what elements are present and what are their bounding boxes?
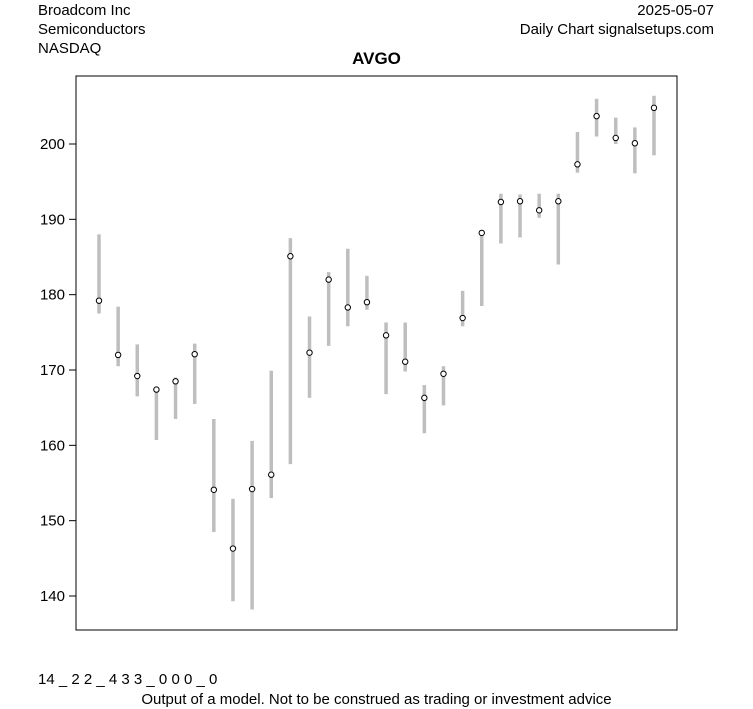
close-point: [382, 332, 390, 339]
close-point: [421, 394, 428, 402]
close-point: [153, 386, 160, 393]
model-code: 14 _ 2 2 _ 4 3 3 _ 0 0 0 _ 0: [38, 671, 218, 688]
close-point: [593, 112, 600, 120]
y-tick-label: 140: [40, 588, 65, 605]
close-point: [363, 299, 371, 306]
close-point: [210, 486, 218, 493]
close-point: [134, 372, 141, 380]
y-axis: 140 150 160 170 180 190 200: [40, 136, 76, 605]
chart-date: 2025-05-07: [637, 2, 714, 19]
close-point: [459, 314, 466, 322]
close-point: [497, 198, 505, 206]
close-point: [612, 134, 619, 142]
close-point: [95, 297, 103, 304]
close-point: [555, 198, 562, 205]
chart-title: AVGO: [352, 49, 401, 68]
price-marks: [95, 95, 658, 610]
close-point: [191, 350, 198, 358]
disclaimer: Output of a model. Not to be construed a…: [141, 691, 612, 708]
close-point: [478, 229, 485, 237]
close-point: [574, 161, 581, 168]
company-name: Broadcom Inc: [38, 2, 131, 19]
y-tick-label: 160: [40, 437, 65, 454]
close-point: [248, 485, 256, 493]
close-point: [440, 370, 447, 377]
close-point: [402, 358, 409, 365]
close-point: [516, 198, 524, 205]
close-point: [172, 378, 179, 385]
close-point: [631, 140, 639, 147]
close-point: [344, 304, 351, 311]
close-point: [114, 351, 122, 359]
y-tick-label: 180: [40, 287, 65, 304]
y-tick-label: 190: [40, 211, 65, 228]
close-point: [650, 104, 658, 112]
exchange-label: NASDAQ: [38, 40, 102, 57]
sector-label: Semiconductors: [38, 21, 146, 38]
close-point: [229, 545, 237, 552]
y-tick-label: 150: [40, 513, 65, 530]
close-point: [287, 253, 294, 260]
close-point: [268, 471, 275, 478]
chart-source: Daily Chart signalsetups.com: [519, 21, 714, 38]
plot-frame: [75, 75, 678, 631]
y-tick-label: 200: [40, 136, 65, 153]
close-point: [306, 349, 313, 356]
close-point: [325, 276, 332, 283]
close-point: [535, 207, 543, 214]
y-tick-label: 170: [40, 362, 65, 379]
